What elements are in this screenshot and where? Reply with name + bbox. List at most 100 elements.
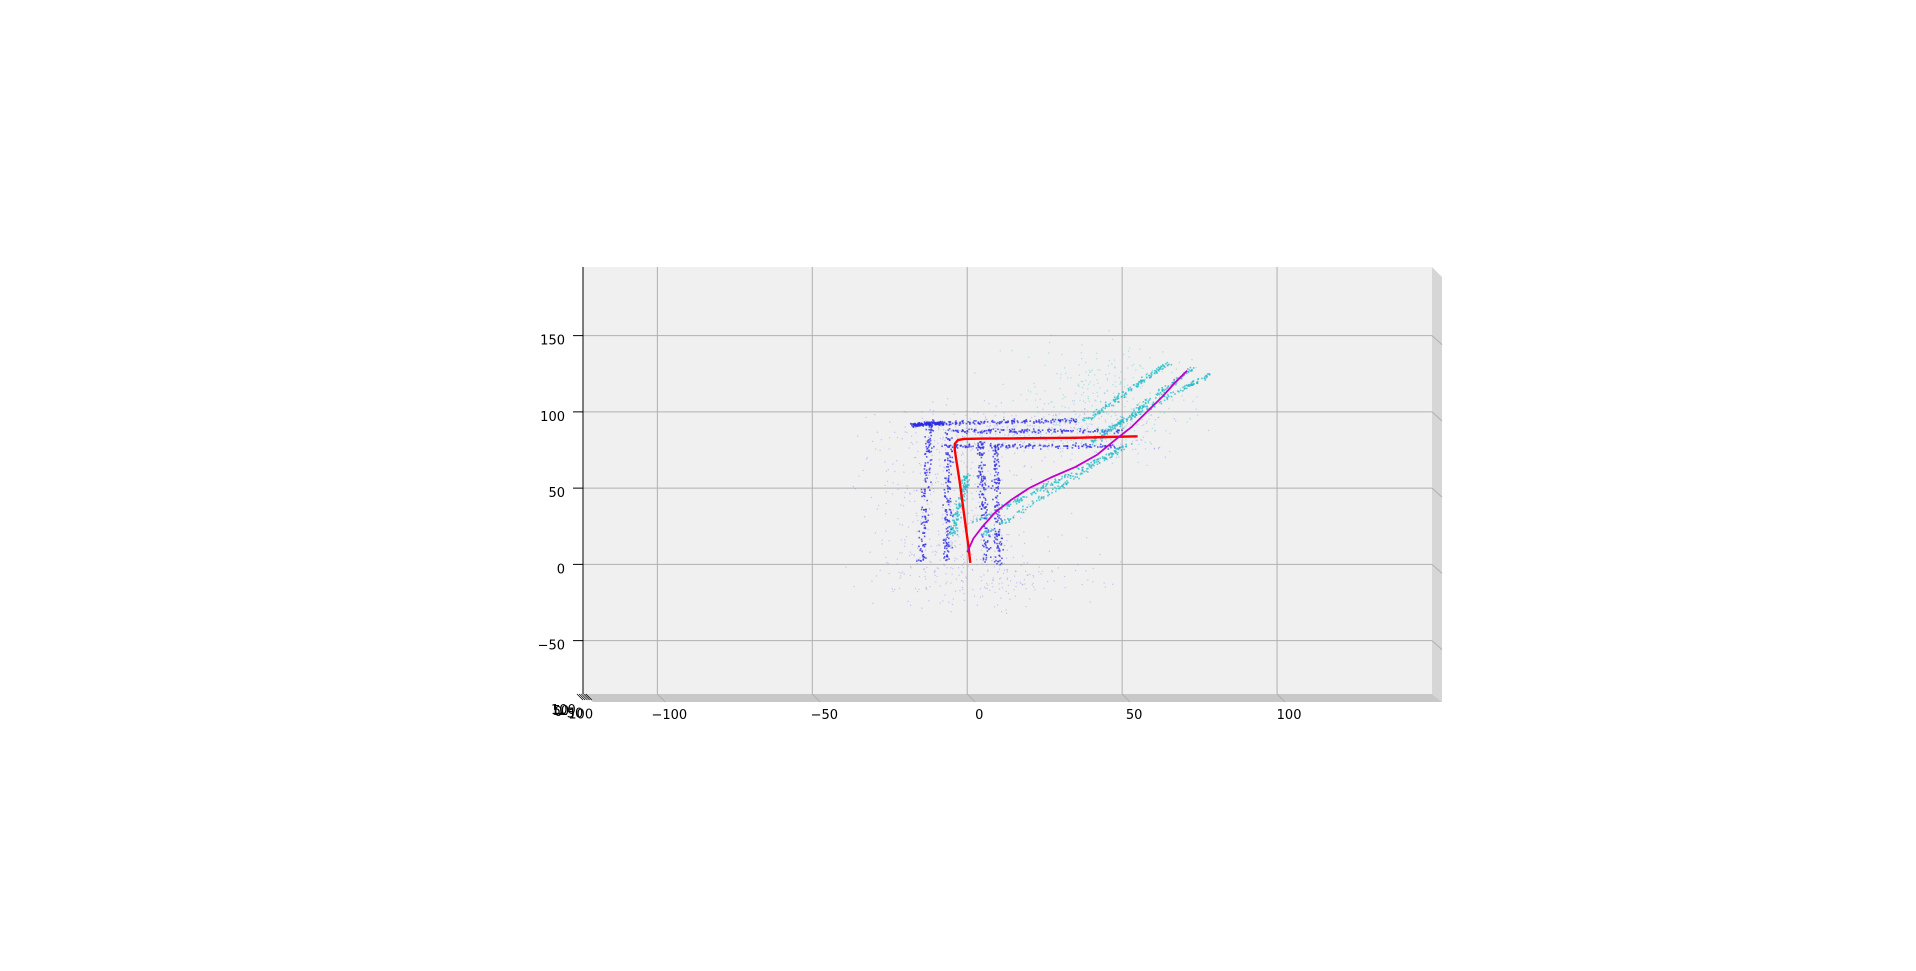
cloud-point-blue	[996, 452, 998, 454]
cloud-point-diffuse	[891, 493, 894, 495]
cloud-point-cyan	[1192, 380, 1195, 382]
cloud-point-cyan	[1020, 497, 1023, 500]
cloud-point-blue	[982, 464, 985, 466]
cloud-point-cyan	[1204, 379, 1207, 381]
cloud-point-cyan	[1180, 377, 1183, 380]
cloud-point-cyan	[1015, 501, 1017, 503]
cloud-point-blue	[945, 444, 947, 446]
cloud-point-diffuse	[992, 577, 994, 579]
cloud-point-blue	[1061, 432, 1064, 434]
cloud-point-blue	[985, 506, 988, 508]
cloud-point-diffuse-cyan	[1123, 393, 1126, 395]
cloud-point-cyan	[1063, 487, 1066, 489]
cloud-point-cyan	[1022, 511, 1025, 514]
cloud-point-diffuse-cyan	[1055, 424, 1058, 426]
cloud-point-cyan	[1083, 419, 1086, 422]
cloud-point-diffuse	[1060, 440, 1062, 442]
cloud-point-diffuse	[972, 516, 974, 518]
cloud-point-diffuse	[1046, 439, 1048, 441]
cloud-point-diffuse	[944, 508, 946, 510]
cloud-point-diffuse	[963, 422, 965, 424]
cloud-point-blue	[980, 461, 983, 464]
cloud-point-diffuse	[974, 514, 976, 516]
cloud-point-diffuse	[1026, 432, 1028, 434]
cloud-point-diffuse	[930, 493, 932, 495]
cloud-point-cyan	[1123, 448, 1125, 451]
cloud-point-cyan	[1104, 430, 1107, 433]
cloud-point-cyan	[1078, 477, 1080, 480]
cloud-point-blue	[946, 487, 949, 490]
cloud-point-diffuse-cyan	[1165, 396, 1167, 398]
cloud-point-diffuse	[1016, 582, 1018, 584]
cloud-point-diffuse	[1010, 545, 1012, 547]
cloud-point-cyan	[985, 534, 988, 536]
cloud-point-cyan	[1130, 389, 1133, 392]
cloud-point-blue	[964, 445, 966, 447]
cloud-point-blue	[1077, 447, 1080, 449]
cloud-point-blue	[982, 442, 984, 445]
cloud-point-diffuse	[930, 545, 932, 547]
cloud-point-diffuse	[991, 582, 993, 584]
cloud-point-blue	[972, 422, 975, 424]
cloud-point-cyan	[1152, 401, 1155, 404]
cloud-point-blue	[1051, 443, 1054, 446]
y-tick-label: 150	[540, 334, 565, 349]
cloud-point-cyan	[1030, 492, 1032, 495]
cloud-point-diffuse	[963, 530, 965, 532]
cloud-point-diffuse	[1018, 430, 1020, 432]
cloud-point-blue	[978, 446, 980, 449]
cloud-point-diffuse	[1104, 586, 1106, 588]
cloud-point-cyan	[1134, 413, 1137, 415]
cloud-point-diffuse-cyan	[1111, 363, 1113, 365]
cloud-point-diffuse	[932, 551, 934, 553]
cloud-point-diffuse	[896, 558, 899, 560]
cloud-point-diffuse	[981, 435, 983, 437]
cloud-point-blue	[940, 421, 942, 424]
cloud-point-blue	[927, 461, 929, 464]
cloud-point-diffuse-cyan	[1120, 382, 1122, 384]
cloud-point-cyan	[1192, 384, 1194, 386]
cloud-point-blue	[948, 471, 950, 474]
cloud-point-cyan	[1017, 495, 1020, 498]
cloud-point-blue	[961, 420, 964, 423]
cloud-point-blue	[997, 479, 1000, 481]
cloud-point-blue	[948, 424, 951, 426]
cloud-point-blue	[981, 476, 983, 478]
cloud-point-blue	[994, 449, 997, 452]
cloud-point-cyan	[1161, 388, 1164, 391]
cloud-point-diffuse-cyan	[1083, 384, 1085, 386]
cloud-point-diffuse	[897, 483, 899, 486]
cloud-point-blue	[983, 422, 985, 424]
cloud-point-cyan	[1157, 392, 1159, 395]
cloud-point-diffuse-cyan	[1102, 410, 1104, 412]
cloud-point-diffuse	[945, 512, 947, 514]
cloud-point-cyan	[954, 522, 956, 525]
cloud-point-blue	[981, 470, 984, 473]
cloud-point-blue	[1082, 429, 1085, 432]
cloud-point-blue	[942, 542, 945, 544]
cloud-point-cyan	[1104, 429, 1107, 431]
cloud-point-blue	[984, 501, 986, 504]
cloud-point-blue	[948, 480, 950, 483]
cloud-point-blue	[949, 423, 952, 426]
cloud-point-blue	[1039, 422, 1041, 424]
cloud-point-diffuse-cyan	[1048, 402, 1050, 405]
cloud-point-diffuse	[938, 428, 940, 430]
cloud-point-diffuse-cyan	[999, 350, 1001, 352]
cloud-point-blue	[991, 485, 994, 487]
cloud-point-diffuse-cyan	[1120, 415, 1122, 417]
cloud-point-blue	[997, 477, 999, 479]
cloud-point-blue	[933, 420, 935, 422]
cloud-point-cyan	[1124, 392, 1127, 394]
cloud-point-diffuse	[935, 424, 937, 427]
cloud-point-diffuse-cyan	[1082, 420, 1084, 423]
cloud-point-blue	[995, 478, 998, 481]
cloud-point-cyan	[1016, 500, 1019, 503]
cloud-point-blue	[947, 544, 950, 546]
cloud-point-diffuse	[967, 481, 969, 483]
cloud-point-diffuse	[998, 583, 1000, 585]
cloud-point-diffuse	[869, 551, 871, 553]
cloud-point-blue	[1012, 431, 1014, 433]
cloud-point-diffuse	[994, 427, 996, 430]
cloud-point-diffuse	[1035, 419, 1037, 421]
